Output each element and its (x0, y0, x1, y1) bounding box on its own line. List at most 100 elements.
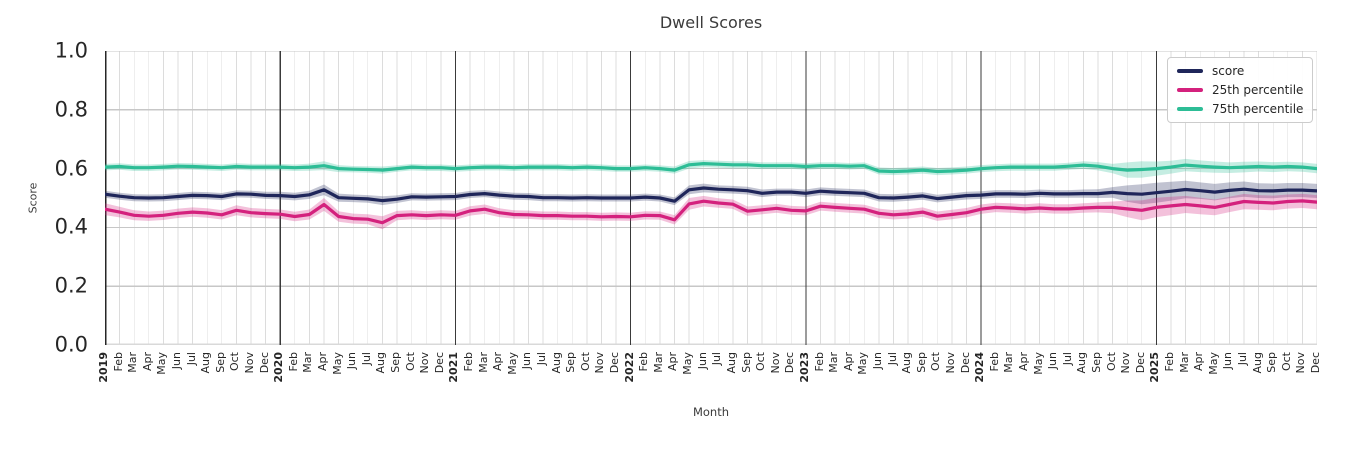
x-tick-label: Apr (1192, 352, 1206, 372)
x-tick-label: Jun (1221, 352, 1235, 370)
x-tick-label: Dec (783, 352, 797, 374)
x-tick-label: Jun (1046, 352, 1060, 370)
x-tick-label: Dec (432, 352, 446, 374)
y-tick-label: 0.0 (54, 332, 88, 357)
x-tick-label: Dec (608, 352, 622, 374)
x-tick-label: Sep (914, 352, 928, 373)
y-tick-label: 0.2 (54, 273, 88, 298)
y-tick-label: 0.4 (54, 214, 88, 239)
x-tick-label: Nov (418, 352, 432, 374)
x-tick-label: 2021 (447, 352, 461, 383)
x-tick-label: Aug (900, 352, 914, 374)
x-tick-label: Sep (1265, 352, 1279, 373)
legend-label: 25th percentile (1212, 83, 1304, 97)
x-tick-label: Apr (1016, 352, 1030, 372)
x-tick-label: Feb (637, 352, 651, 372)
x-tick-label: 2024 (973, 352, 987, 383)
x-tick-label: Dec (958, 352, 972, 374)
x-tick-label: Feb (462, 352, 476, 372)
x-tick-label: Sep (739, 352, 753, 373)
x-tick-label: 2022 (622, 352, 636, 383)
x-tick-label: May (330, 352, 344, 375)
legend: score 25th percentile 75th percentile (1167, 57, 1313, 123)
legend-line-swatch (1177, 107, 1203, 111)
x-tick-label: Sep (1089, 352, 1103, 373)
x-tick-label: Sep (213, 352, 227, 373)
x-tick-label: 2020 (272, 352, 286, 383)
x-axis-label: Month (692, 405, 730, 419)
x-tick-label: May (1206, 352, 1220, 375)
x-tick-label: Jul (710, 352, 724, 366)
legend-label: score (1212, 64, 1245, 78)
x-tick-label: Jun (695, 352, 709, 370)
x-tick-label: Jun (520, 352, 534, 370)
legend-line-swatch (1177, 88, 1203, 92)
x-tick-label: Mar (827, 352, 841, 373)
x-tick-label: Jun (345, 352, 359, 370)
legend-item: 75th percentile (1177, 101, 1303, 117)
legend-label: 75th percentile (1212, 102, 1304, 116)
x-tick-label: Jul (359, 352, 373, 366)
x-tick-label: Jul (1060, 352, 1074, 366)
x-tick-label: May (155, 352, 169, 375)
x-tick-label: Feb (1162, 352, 1176, 372)
x-tick-label: Aug (199, 352, 213, 374)
x-tick-label: Nov (243, 352, 257, 374)
x-tick-label: May (505, 352, 519, 375)
x-tick-label: Mar (1177, 352, 1191, 373)
x-tick-label: Jul (885, 352, 899, 366)
y-tick-label: 0.6 (54, 156, 88, 181)
x-tick-label: Aug (374, 352, 388, 374)
x-tick-label: Aug (1075, 352, 1089, 374)
x-tick-label: Oct (403, 352, 417, 372)
x-tick-label: Oct (228, 352, 242, 372)
x-tick-label: Dec (257, 352, 271, 374)
legend-line-swatch (1177, 69, 1203, 73)
x-tick-label: Oct (578, 352, 592, 372)
x-tick-label: Mar (1002, 352, 1016, 373)
plot-area (103, 50, 1319, 347)
series-line (103, 161, 1319, 174)
x-tick-label: Jul (1235, 352, 1249, 366)
x-tick-label: Oct (1279, 352, 1293, 372)
x-tick-label: Nov (1119, 352, 1133, 374)
chart-title: Dwell Scores (659, 13, 763, 32)
x-tick-label: Apr (841, 352, 855, 372)
x-tick-label: Aug (724, 352, 738, 374)
x-tick-label: Nov (593, 352, 607, 374)
x-tick-label: 2025 (1148, 352, 1162, 383)
x-tick-label: Sep (389, 352, 403, 373)
x-tick-label: Apr (666, 352, 680, 372)
x-tick-label: Feb (111, 352, 125, 372)
x-tick-label: Mar (301, 352, 315, 373)
x-tick-label: Oct (754, 352, 768, 372)
x-tick-label: Aug (549, 352, 563, 374)
x-tick-label: 2023 (797, 352, 811, 383)
x-tick-label: Jul (184, 352, 198, 366)
x-tick-label: Dec (1133, 352, 1147, 374)
x-tick-label: Feb (812, 352, 826, 372)
x-tick-label: Dec (1309, 352, 1322, 374)
x-tick-label: 2019 (97, 352, 110, 383)
y-axis-label: Score (26, 182, 40, 214)
x-tick-label: Jun (170, 352, 183, 370)
x-tick-label: Sep (564, 352, 578, 373)
x-tick-label: Nov (943, 352, 957, 374)
x-tick-label: Apr (140, 352, 154, 372)
x-tick-label: Oct (929, 352, 943, 372)
series-line (103, 199, 1319, 225)
x-tick-label: May (681, 352, 695, 375)
y-tick-label: 0.8 (54, 97, 88, 122)
x-tick-label: Jul (535, 352, 549, 366)
x-tick-label: Mar (476, 352, 490, 373)
x-tick-label: Aug (1250, 352, 1264, 374)
series-line (103, 186, 1319, 203)
line-chart (103, 50, 1319, 347)
x-tick-label: May (856, 352, 870, 375)
y-tick-label: 1.0 (54, 38, 88, 63)
x-tick-label: Feb (987, 352, 1001, 372)
x-tick-label: May (1031, 352, 1045, 375)
x-tick-label: Mar (651, 352, 665, 373)
legend-item: 25th percentile (1177, 82, 1303, 98)
